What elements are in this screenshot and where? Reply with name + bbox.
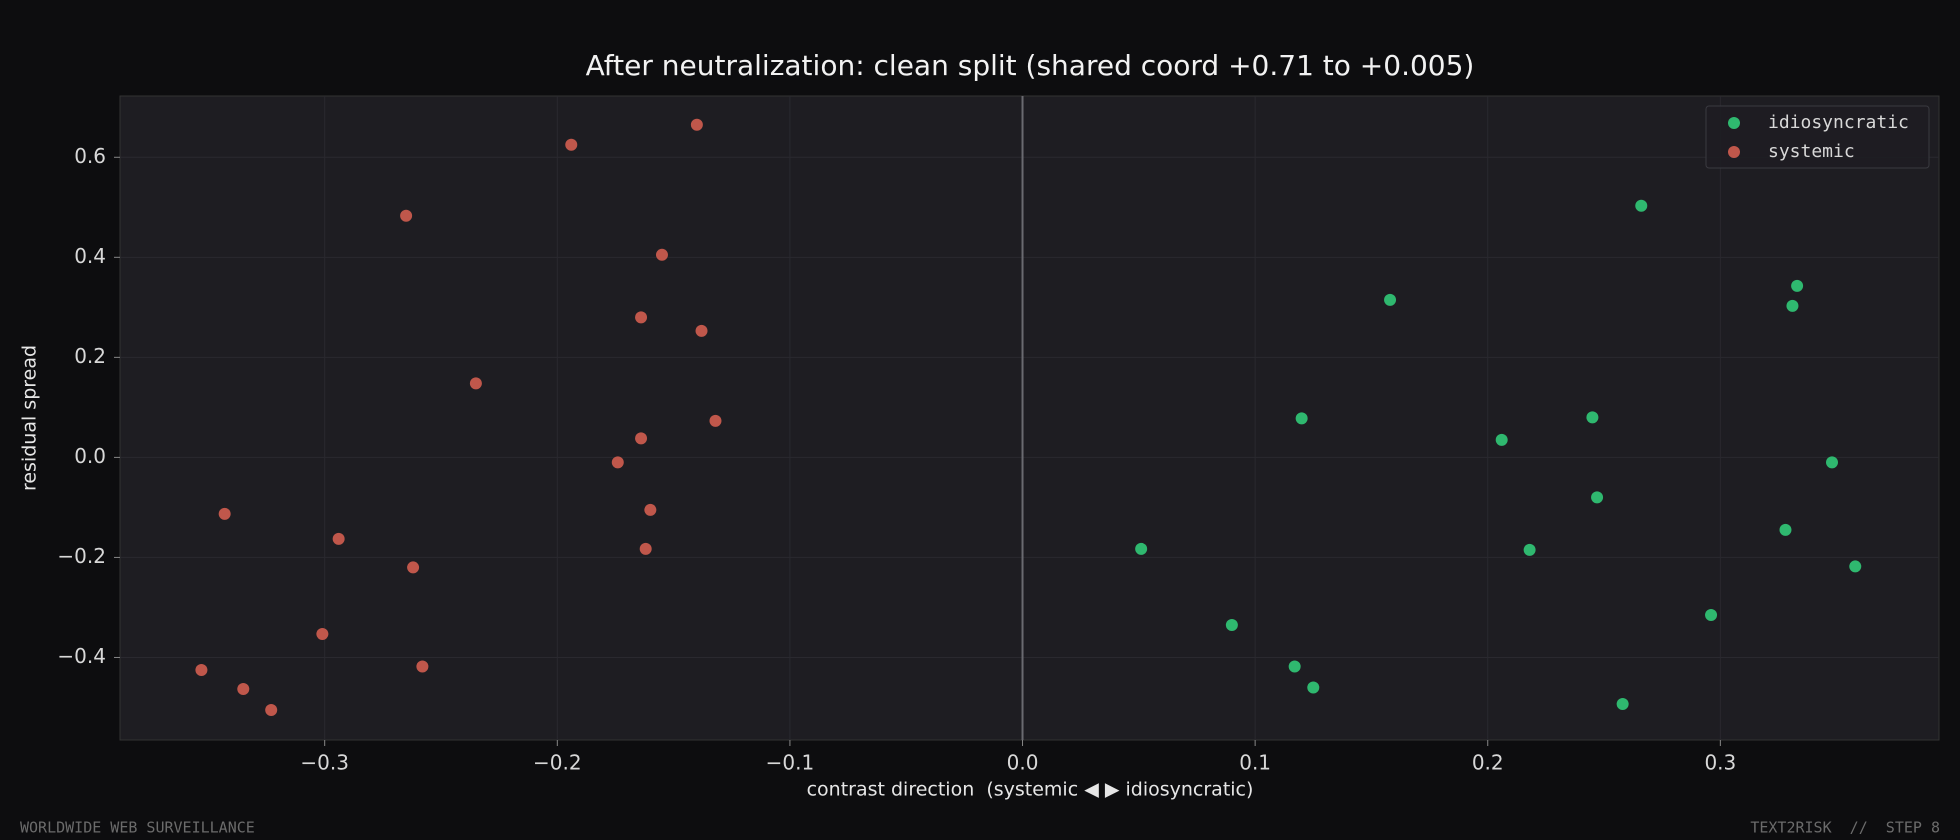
y-tick-label: 0.2: [74, 344, 106, 368]
point: [1523, 543, 1536, 556]
point: [1495, 433, 1508, 446]
legend-label: idiosyncratic: [1768, 112, 1909, 133]
point: [695, 324, 708, 337]
point: [1586, 411, 1599, 424]
x-tick-label: −0.1: [766, 751, 815, 775]
point: [611, 456, 624, 469]
point: [1307, 681, 1320, 694]
legend-box: [1705, 105, 1930, 169]
point: [1826, 456, 1838, 469]
point: [400, 209, 413, 222]
y-tick-label: −0.2: [57, 544, 106, 568]
x-tick-label: −0.2: [533, 751, 582, 775]
point: [1591, 491, 1604, 504]
y-axis-label: residual spread: [19, 345, 41, 491]
point: [1135, 542, 1148, 555]
legend-label: systemic: [1768, 141, 1855, 162]
plot-area: [119, 95, 1940, 741]
point: [1849, 560, 1862, 573]
point: [1288, 660, 1301, 673]
point: [1384, 293, 1397, 306]
point: [690, 118, 703, 131]
point: [655, 248, 668, 261]
x-tick-label: 0.3: [1704, 751, 1736, 775]
point: [1786, 299, 1799, 312]
y-tick-label: 0.0: [74, 444, 106, 468]
point: [635, 432, 648, 445]
point: [1295, 412, 1308, 425]
point: [332, 532, 345, 545]
x-tick-label: −0.3: [300, 751, 349, 775]
point: [1225, 618, 1238, 631]
point: [237, 682, 250, 695]
x-tick-label: 0.2: [1472, 751, 1504, 775]
x-tick-label: 0.1: [1239, 751, 1271, 775]
point: [469, 377, 482, 390]
point: [1635, 199, 1648, 212]
point: [407, 561, 420, 574]
point: [1779, 523, 1792, 536]
y-tick-label: 0.4: [74, 244, 106, 268]
footer-right: TEXT2RISK // STEP 8: [1750, 819, 1940, 837]
point: [635, 311, 648, 324]
point: [195, 663, 208, 676]
point: [565, 138, 578, 151]
legend-marker: [1728, 146, 1740, 158]
x-axis-label: contrast direction (systemic ◀ ▶ idiosyn…: [807, 779, 1254, 801]
point: [709, 414, 722, 427]
x-tick-label: 0.0: [1007, 751, 1039, 775]
point: [316, 627, 329, 640]
point: [1791, 279, 1804, 292]
legend-marker: [1728, 117, 1740, 129]
point: [1705, 608, 1718, 621]
point: [416, 660, 429, 673]
point: [639, 542, 652, 555]
footer-left: WORLDWIDE WEB SURVEILLANCE: [20, 819, 255, 837]
point: [1616, 697, 1629, 710]
y-tick-label: 0.6: [74, 144, 106, 168]
point: [265, 703, 278, 716]
chart-title: After neutralization: clean split (share…: [586, 49, 1475, 82]
point: [218, 507, 231, 520]
point: [644, 503, 657, 516]
y-tick-label: −0.4: [57, 644, 106, 668]
